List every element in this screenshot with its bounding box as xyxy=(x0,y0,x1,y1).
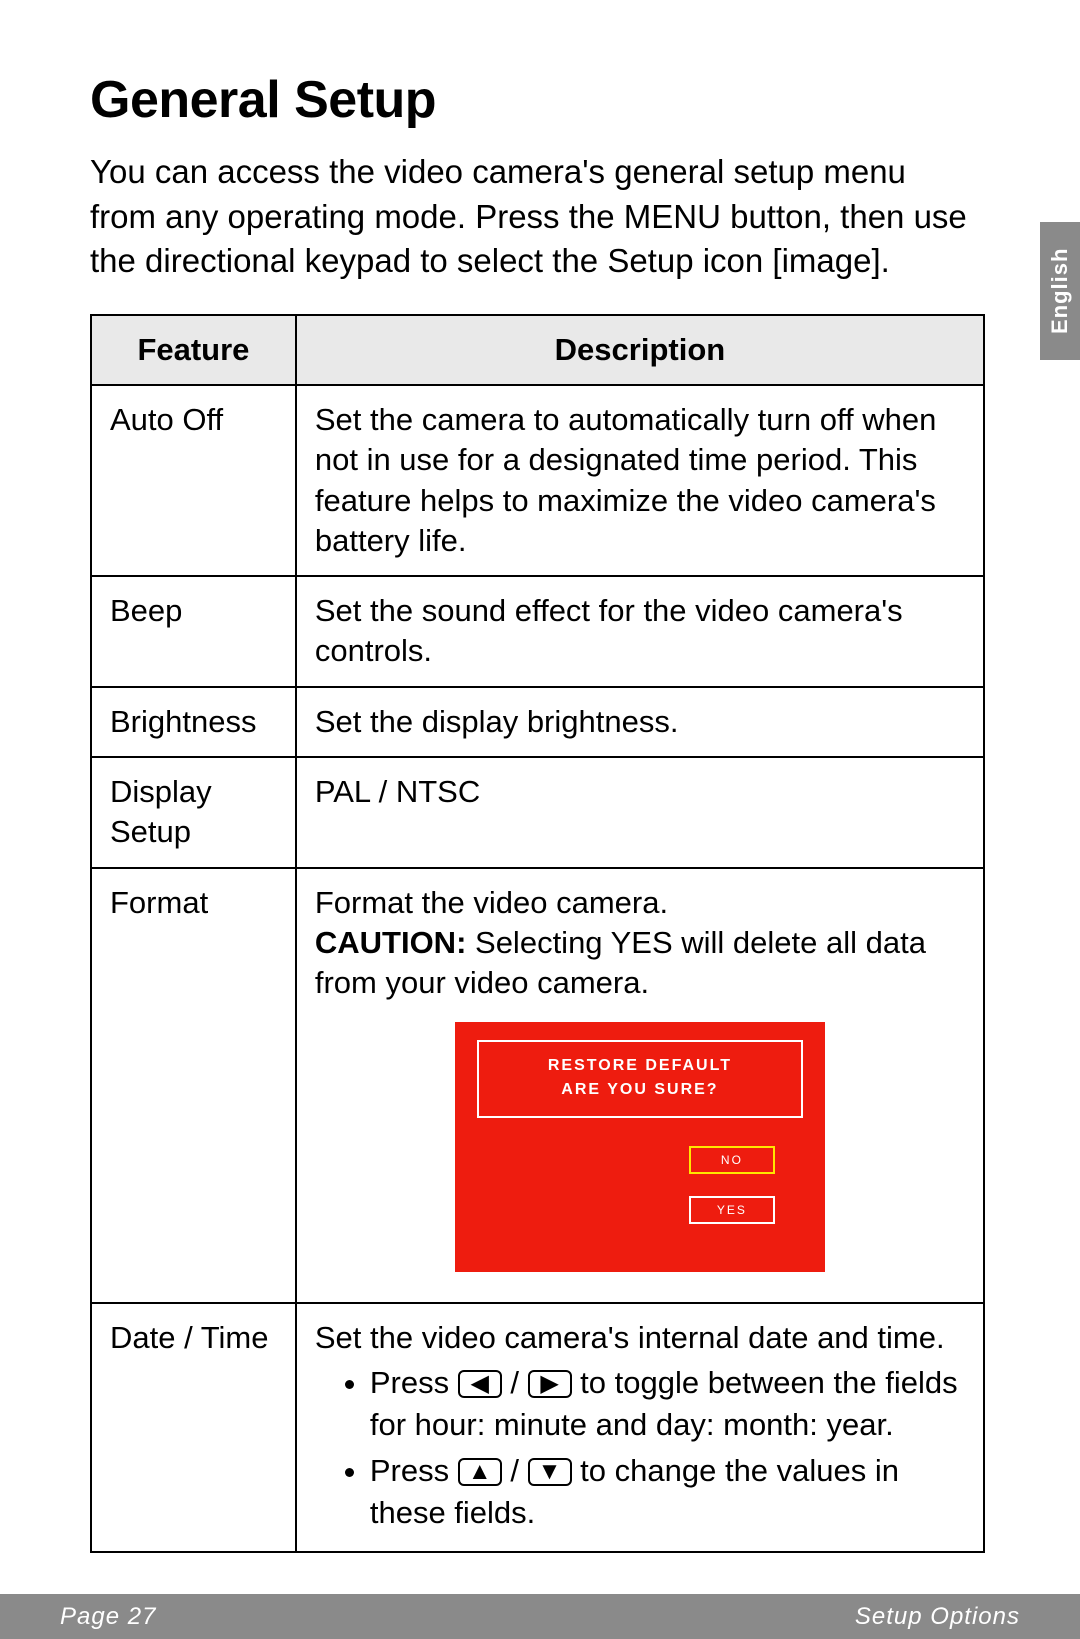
feature-cell-auto-off: Auto Off xyxy=(91,385,296,576)
restore-dialog-wrap: RESTORE DEFAULT ARE YOU SURE? NO YES xyxy=(315,1022,965,1282)
table-row: Format Format the video camera. CAUTION:… xyxy=(91,868,984,1303)
restore-default-dialog: RESTORE DEFAULT ARE YOU SURE? NO YES xyxy=(455,1022,825,1272)
list-item: Press ◀ / ▶ to toggle between the fields… xyxy=(370,1362,965,1446)
caution-label: CAUTION: xyxy=(315,925,467,960)
manual-page: General Setup You can access the video c… xyxy=(0,0,1080,1639)
table-row: Beep Set the sound effect for the video … xyxy=(91,576,984,687)
table-row: Display Setup PAL / NTSC xyxy=(91,757,984,868)
feature-cell-display-setup: Display Setup xyxy=(91,757,296,868)
footer-page-number: Page 27 xyxy=(60,1603,156,1631)
key-separator: / xyxy=(502,1453,528,1488)
bullet-text: Press xyxy=(370,1453,458,1488)
table-row: Auto Off Set the camera to automatically… xyxy=(91,385,984,576)
format-desc-line: Format the video camera. xyxy=(315,885,668,920)
features-table: Feature Description Auto Off Set the cam… xyxy=(90,314,985,1554)
feature-cell-beep: Beep xyxy=(91,576,296,687)
description-cell-format: Format the video camera. CAUTION: Select… xyxy=(296,868,984,1303)
description-cell-auto-off: Set the camera to automatically turn off… xyxy=(296,385,984,576)
description-cell-beep: Set the sound effect for the video camer… xyxy=(296,576,984,687)
page-footer: Page 27 Setup Options xyxy=(0,1594,1080,1639)
footer-section-title: Setup Options xyxy=(855,1603,1020,1631)
dialog-yes-button[interactable]: YES xyxy=(689,1196,775,1224)
description-cell-display-setup: PAL / NTSC xyxy=(296,757,984,868)
table-header-row: Feature Description xyxy=(91,315,984,385)
table-row: Date / Time Set the video camera's inter… xyxy=(91,1303,984,1553)
bullet-text: Press xyxy=(370,1365,458,1400)
header-description: Description xyxy=(296,315,984,385)
description-cell-brightness: Set the display brightness. xyxy=(296,687,984,757)
header-feature: Feature xyxy=(91,315,296,385)
dialog-title-line2: ARE YOU SURE? xyxy=(487,1078,793,1102)
right-arrow-icon: ▶ xyxy=(528,1370,572,1398)
dialog-title-box: RESTORE DEFAULT ARE YOU SURE? xyxy=(477,1040,803,1118)
up-arrow-icon: ▲ xyxy=(458,1458,502,1486)
dialog-title-line1: RESTORE DEFAULT xyxy=(487,1054,793,1078)
feature-cell-brightness: Brightness xyxy=(91,687,296,757)
feature-cell-date-time: Date / Time xyxy=(91,1303,296,1553)
table-row: Brightness Set the display brightness. xyxy=(91,687,984,757)
dialog-no-button[interactable]: NO xyxy=(689,1146,775,1174)
date-time-bullets: Press ◀ / ▶ to toggle between the fields… xyxy=(315,1362,965,1533)
left-arrow-icon: ◀ xyxy=(458,1370,502,1398)
down-arrow-icon: ▼ xyxy=(528,1458,572,1486)
intro-paragraph: You can access the video camera's genera… xyxy=(90,150,970,284)
feature-cell-format: Format xyxy=(91,868,296,1303)
language-tab: English xyxy=(1040,222,1080,360)
date-time-desc-line: Set the video camera's internal date and… xyxy=(315,1320,945,1355)
key-separator: / xyxy=(502,1365,528,1400)
list-item: Press ▲ / ▼ to change the values in thes… xyxy=(370,1450,965,1534)
description-cell-date-time: Set the video camera's internal date and… xyxy=(296,1303,984,1553)
page-title: General Setup xyxy=(90,70,990,130)
